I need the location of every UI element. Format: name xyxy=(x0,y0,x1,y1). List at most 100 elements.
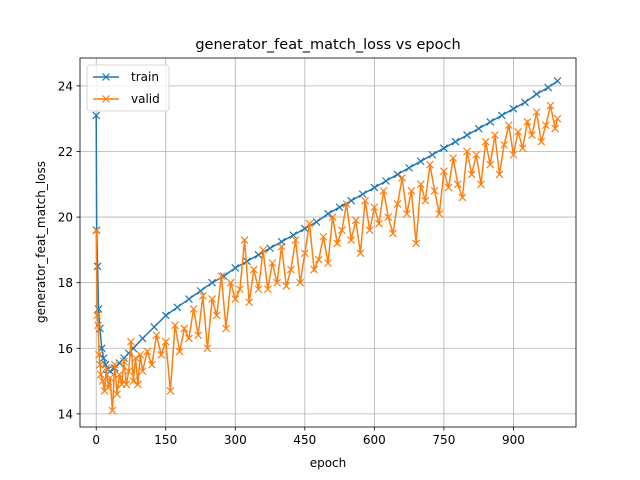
data-point-train xyxy=(185,295,193,304)
data-point-train xyxy=(347,196,356,205)
legend-marker xyxy=(102,73,110,81)
data-point-train xyxy=(358,190,367,199)
data-point-valid xyxy=(102,364,111,372)
data-point-valid xyxy=(152,331,161,340)
data-point-valid xyxy=(523,118,532,126)
y-tick-label: 22 xyxy=(58,145,73,159)
data-point-valid xyxy=(92,226,101,235)
legend-label: valid xyxy=(131,92,160,106)
data-point-valid xyxy=(490,131,499,140)
data-point-valid xyxy=(398,173,407,182)
data-point-valid xyxy=(93,311,102,320)
data-point-valid xyxy=(314,255,323,264)
data-point-valid xyxy=(333,239,342,248)
data-point-valid xyxy=(180,324,189,333)
data-point-valid xyxy=(518,144,527,153)
data-point-train xyxy=(553,77,562,85)
data-point-valid xyxy=(110,360,119,369)
data-point-valid xyxy=(528,131,536,140)
data-point-valid xyxy=(166,386,175,395)
data-point-train xyxy=(416,157,425,166)
data-point-train xyxy=(497,111,506,120)
data-point-valid xyxy=(222,324,230,333)
data-point-valid xyxy=(324,259,332,267)
data-point-train xyxy=(382,177,390,185)
data-point-valid xyxy=(486,160,495,169)
data-point-valid xyxy=(129,377,138,386)
data-point-train xyxy=(99,354,108,363)
data-point-train xyxy=(509,104,518,113)
data-point-valid xyxy=(421,196,430,205)
data-point-valid xyxy=(393,200,402,208)
data-point-train xyxy=(370,183,379,192)
x-tick-label: 0 xyxy=(92,433,100,447)
data-point-valid xyxy=(439,167,448,176)
legend-item-train: train xyxy=(93,70,159,84)
y-axis-label: generator_feat_match_loss xyxy=(34,161,48,323)
data-point-valid xyxy=(347,236,356,244)
data-point-valid xyxy=(259,245,268,254)
data-point-valid xyxy=(472,150,481,159)
data-point-valid xyxy=(495,170,504,179)
data-point-valid xyxy=(370,203,379,212)
data-point-train xyxy=(324,209,332,218)
data-point-valid xyxy=(477,180,485,189)
data-point-valid xyxy=(514,127,522,136)
data-point-valid xyxy=(351,216,360,225)
data-point-valid xyxy=(319,232,328,241)
data-point-valid xyxy=(546,101,555,110)
data-point-valid xyxy=(541,121,550,130)
data-point-valid xyxy=(124,367,133,376)
data-point-valid xyxy=(356,249,365,258)
data-point-train xyxy=(474,124,483,133)
x-axis-label: epoch xyxy=(310,456,347,470)
data-point-valid xyxy=(435,209,444,218)
data-point-train xyxy=(94,304,103,313)
data-point-valid xyxy=(463,147,471,156)
data-point-valid xyxy=(94,321,103,330)
data-point-valid xyxy=(375,219,383,228)
data-point-valid xyxy=(412,239,420,248)
data-point-valid xyxy=(553,114,562,123)
data-point-valid xyxy=(185,334,193,343)
y-axis: 14 16 18 20 22 24 xyxy=(58,79,80,421)
data-point-train xyxy=(532,90,541,99)
data-point-valid xyxy=(416,180,425,189)
x-tick-label: 750 xyxy=(432,433,455,447)
data-point-train xyxy=(266,244,274,253)
data-point-valid xyxy=(254,285,263,294)
data-point-valid xyxy=(379,186,388,195)
data-point-valid xyxy=(175,347,184,356)
data-point-valid xyxy=(268,259,277,267)
y-tick-label: 18 xyxy=(58,276,73,290)
data-point-valid xyxy=(500,140,509,149)
data-point-train xyxy=(439,144,448,153)
x-tick-label: 900 xyxy=(502,433,525,447)
data-point-valid xyxy=(143,347,152,356)
data-point-valid xyxy=(194,331,203,340)
data-point-valid xyxy=(551,124,560,133)
data-point-valid xyxy=(134,380,142,389)
data-point-train xyxy=(173,303,182,312)
data-point-valid xyxy=(286,265,295,274)
data-point-valid xyxy=(291,236,300,244)
data-point-train xyxy=(451,137,460,146)
data-point-valid xyxy=(95,350,103,359)
data-point-valid xyxy=(504,121,513,130)
data-point-valid xyxy=(481,137,490,146)
data-point-valid xyxy=(122,380,131,389)
data-point-valid xyxy=(171,321,179,330)
legend: train valid xyxy=(86,64,170,112)
data-point-valid xyxy=(407,186,416,195)
data-point-valid xyxy=(212,311,221,320)
data-point-train xyxy=(486,118,495,126)
data-point-valid xyxy=(282,282,291,290)
data-point-valid xyxy=(203,344,212,353)
data-point-valid xyxy=(131,354,140,363)
data-point-valid xyxy=(136,350,145,359)
data-point-valid xyxy=(296,278,305,287)
data-point-valid xyxy=(138,367,147,376)
data-point-valid xyxy=(120,357,128,366)
data-point-valid xyxy=(106,373,115,382)
